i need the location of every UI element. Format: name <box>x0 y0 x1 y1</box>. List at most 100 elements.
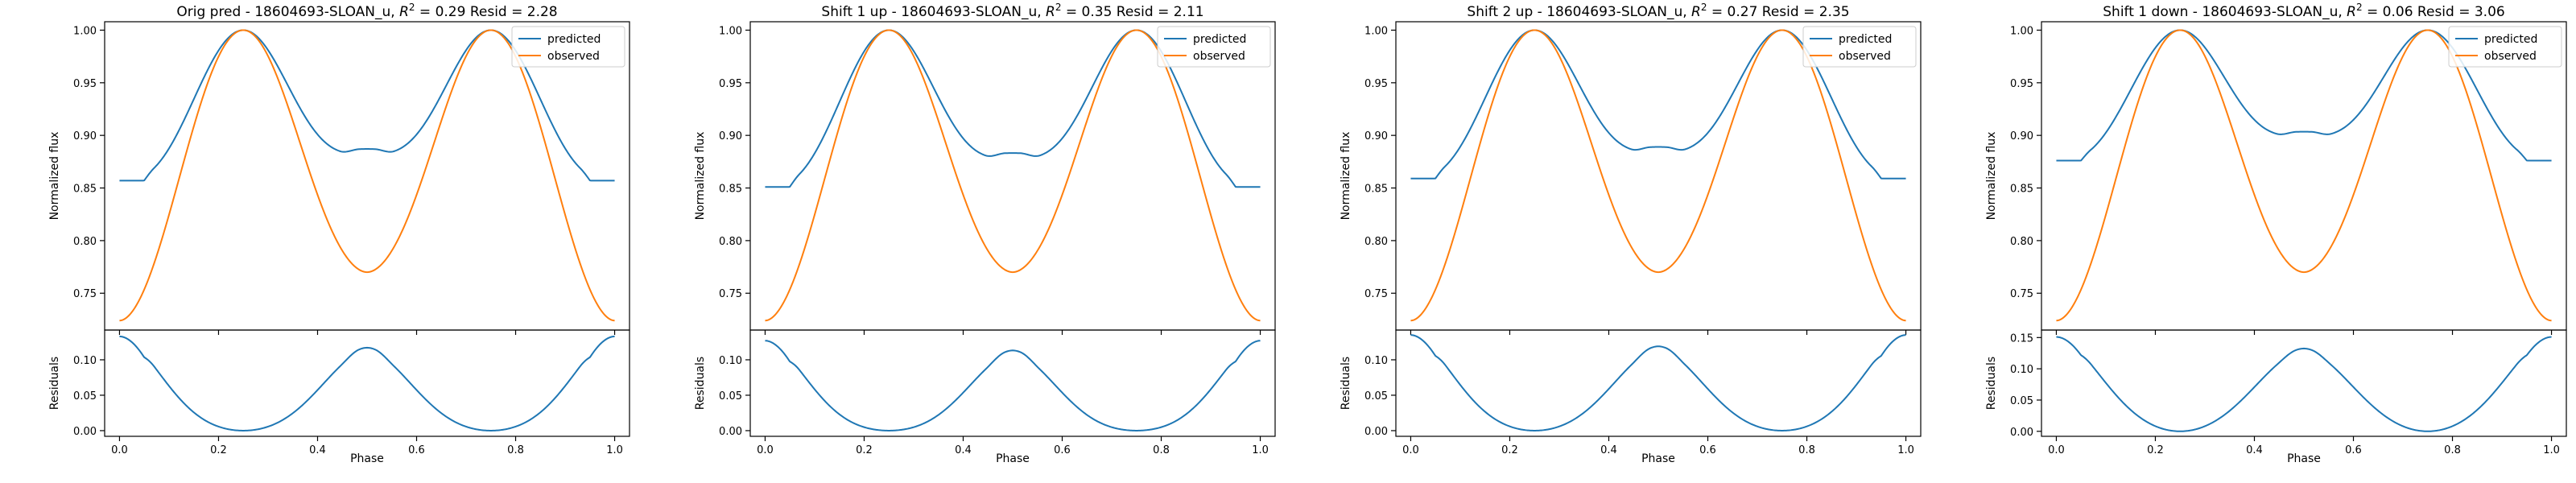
legend-label-observed: observed <box>547 50 600 63</box>
residual-y-tick-label: 0.00 <box>719 426 742 438</box>
y-tick-label: 0.75 <box>73 288 97 300</box>
title-prefix: Orig pred - 18604693-SLOAN_u, <box>176 4 399 20</box>
title-r2-symbol: R <box>1046 4 1055 20</box>
residual-y-tick-label: 0.05 <box>1364 390 1388 402</box>
x-tick-label: 0.0 <box>757 444 774 456</box>
residual-line <box>1410 334 1906 431</box>
bottom-axes-frame <box>1395 329 1922 437</box>
x-tick-label: 0.4 <box>955 444 972 456</box>
top-y-axis-label: Normalized flux <box>1340 132 1352 221</box>
y-tick-label: 0.90 <box>1364 130 1388 142</box>
series-line-predicted <box>765 29 1261 188</box>
title-prefix: Shift 2 up - 18604693-SLOAN_u, <box>1467 4 1691 20</box>
y-tick-label: 0.75 <box>719 288 742 300</box>
top-y-axis-label: Normalized flux <box>1985 132 1998 221</box>
legend-label-observed: observed <box>1839 50 1891 63</box>
chart-panel-1: Orig pred - 18604693-SLOAN_u, R2 = 0.29 … <box>48 2 630 465</box>
x-tick-label: 1.0 <box>606 444 623 456</box>
residual-y-axis-label: Residuals <box>694 357 707 410</box>
residual-line <box>119 335 615 431</box>
y-tick-label: 0.95 <box>1364 78 1388 90</box>
legend-label-predicted: predicted <box>1193 33 1246 46</box>
x-tick-label: 0.6 <box>2345 444 2362 456</box>
residual-y-axis-label: Residuals <box>1340 357 1352 410</box>
residual-line <box>2056 336 2552 432</box>
y-tick-label: 0.95 <box>719 78 742 90</box>
legend-label-predicted: predicted <box>547 33 601 46</box>
x-tick-label: 0.8 <box>1153 444 1170 456</box>
residual-y-axis-label: Residuals <box>1985 357 1998 410</box>
y-tick-label: 0.85 <box>2010 184 2033 196</box>
title-r2-sup: 2 <box>2356 2 2363 13</box>
title-r2-symbol: R <box>399 4 409 20</box>
top-y-axis-label: Normalized flux <box>48 132 61 221</box>
legend-label-observed: observed <box>1193 50 1245 63</box>
bottom-axes-frame <box>104 329 630 437</box>
series-line-predicted <box>119 29 615 182</box>
y-tick-label: 0.80 <box>1364 236 1388 248</box>
title-prefix: Shift 1 up - 18604693-SLOAN_u, <box>821 4 1046 20</box>
residual-y-tick-label: 0.10 <box>2010 364 2033 376</box>
series-line-predicted <box>1410 29 1906 180</box>
title-suffix: = 0.27 Resid = 2.35 <box>1707 4 1849 20</box>
residual-y-tick-label: 0.05 <box>719 390 742 402</box>
title-suffix: = 0.35 Resid = 2.11 <box>1061 4 1203 20</box>
residual-y-tick-label: 0.15 <box>2010 332 2033 345</box>
y-tick-label: 0.80 <box>2010 236 2033 248</box>
legend-box <box>1802 26 1917 68</box>
y-tick-label: 1.00 <box>73 25 97 37</box>
title-suffix: = 0.29 Resid = 2.28 <box>415 4 558 20</box>
x-tick-label: 0.4 <box>309 444 326 456</box>
x-tick-label: 0.6 <box>1699 444 1716 456</box>
x-tick-label: 0.6 <box>1054 444 1071 456</box>
chart-panel-3: Shift 2 up - 18604693-SLOAN_u, R2 = 0.27… <box>1340 2 1922 465</box>
x-tick-label: 0.2 <box>2147 444 2164 456</box>
y-tick-label: 0.95 <box>2010 78 2033 90</box>
legend-box <box>1157 26 1271 68</box>
series-line-predicted <box>2056 29 2552 162</box>
residual-y-tick-label: 0.10 <box>73 355 97 367</box>
top-y-axis-label: Normalized flux <box>694 132 707 221</box>
y-tick-label: 0.90 <box>2010 130 2033 142</box>
x-tick-label: 0.8 <box>507 444 524 456</box>
residual-y-tick-label: 0.10 <box>1364 355 1388 367</box>
y-tick-label: 0.80 <box>73 236 97 248</box>
y-tick-label: 0.85 <box>719 184 742 196</box>
chart-title: Shift 2 up - 18604693-SLOAN_u, R2 = 0.27… <box>1467 2 1849 20</box>
legend: predicted observed <box>1802 26 1917 68</box>
y-tick-label: 1.00 <box>719 25 742 37</box>
x-tick-label: 0.0 <box>111 444 128 456</box>
x-tick-label: 0.6 <box>408 444 425 456</box>
x-tick-label: 0.2 <box>1501 444 1518 456</box>
x-tick-label: 0.0 <box>1402 444 1419 456</box>
series-line-observed <box>765 29 1261 322</box>
legend-box <box>511 26 625 68</box>
x-tick-label: 0.4 <box>1600 444 1617 456</box>
bottom-axes-frame <box>2041 329 2567 437</box>
chart-title: Shift 1 down - 18604693-SLOAN_u, R2 = 0.… <box>2103 2 2504 20</box>
x-tick-label: 0.2 <box>210 444 227 456</box>
legend: predicted observed <box>511 26 625 68</box>
x-axis-label: Phase <box>1641 452 1675 465</box>
legend-label-predicted: predicted <box>1839 33 1892 46</box>
residual-line <box>765 340 1261 431</box>
x-tick-label: 0.2 <box>856 444 873 456</box>
residual-y-tick-label: 0.00 <box>2010 427 2033 439</box>
y-tick-label: 0.95 <box>73 78 97 90</box>
residual-y-tick-label: 0.05 <box>73 390 97 402</box>
title-r2-sup: 2 <box>1055 2 1062 13</box>
title-r2-sup: 2 <box>1701 2 1707 13</box>
y-tick-label: 0.85 <box>1364 184 1388 196</box>
y-tick-label: 0.85 <box>73 184 97 196</box>
title-prefix: Shift 1 down - 18604693-SLOAN_u, <box>2103 4 2347 20</box>
x-tick-label: 1.0 <box>2543 444 2560 456</box>
x-tick-label: 1.0 <box>1897 444 1914 456</box>
residual-y-axis-label: Residuals <box>48 357 61 410</box>
x-axis-label: Phase <box>2287 452 2321 465</box>
bottom-axes-frame <box>749 329 1276 437</box>
chart-panel-2: Shift 1 up - 18604693-SLOAN_u, R2 = 0.35… <box>694 2 1276 465</box>
y-tick-label: 0.75 <box>1364 288 1388 300</box>
y-tick-label: 0.80 <box>719 236 742 248</box>
legend-label-predicted: predicted <box>2484 33 2537 46</box>
